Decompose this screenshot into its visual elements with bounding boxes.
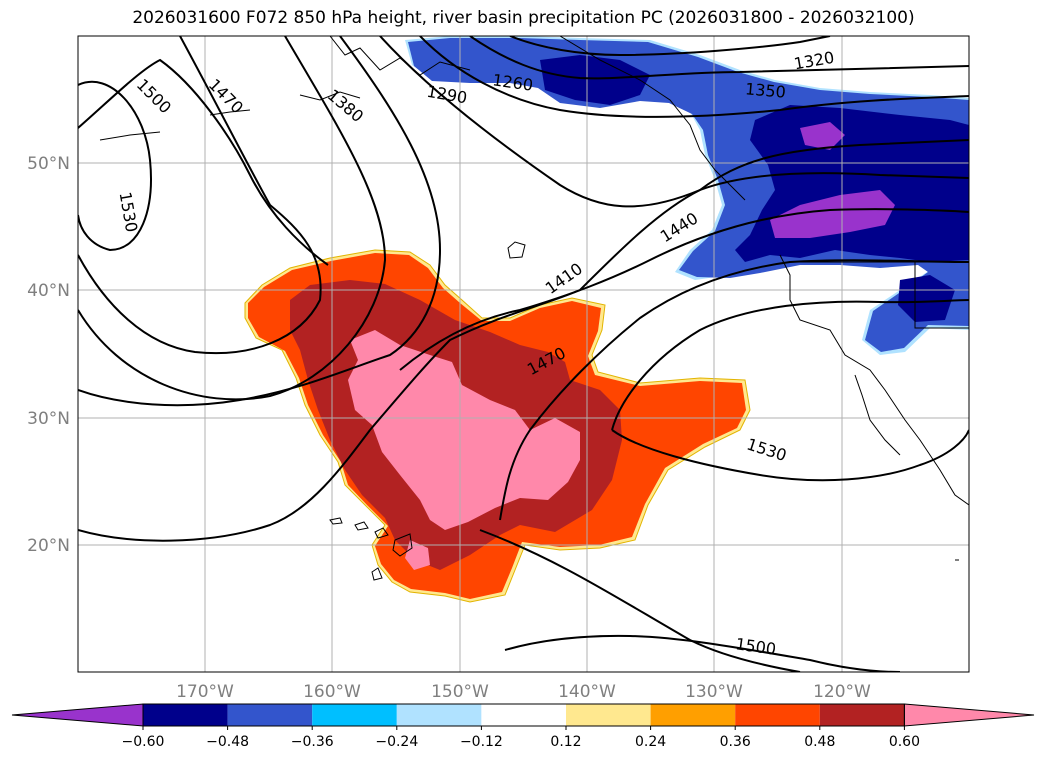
lat-tick-labels: 50°N 40°N 30°N 20°N (27, 154, 70, 556)
map-frame (77, 35, 970, 673)
colorbar-segment (227, 704, 313, 726)
lon-label: 130°W (685, 682, 743, 702)
negative-precip-region (405, 36, 969, 355)
colorbar-segment (143, 704, 228, 726)
lon-label: 170°W (176, 682, 234, 702)
colorbar-segment (481, 704, 566, 726)
lon-label: 120°W (813, 682, 871, 702)
colorbar-tick-label: −0.24 (375, 734, 418, 750)
colorbar-segment (396, 704, 482, 726)
lon-label: 150°W (431, 682, 489, 702)
colorbar-extend-low (11, 703, 144, 727)
colorbar-segment (566, 704, 651, 726)
colorbar-tick-label: −0.48 (206, 734, 249, 750)
gridlines (78, 36, 969, 672)
colorbar: −0.60 −0.48 −0.36 −0.24 −0.12 0.12 0.24 0.36 0.4… (11, 703, 1035, 750)
colorbar-tick-label: −0.60 (122, 734, 165, 750)
colorbar-tick-label: 0.24 (635, 734, 666, 750)
colorbar-tick-label: −0.12 (460, 734, 503, 750)
colorbar-tick-label: 0.60 (889, 734, 920, 750)
lon-label: 140°W (558, 682, 616, 702)
lat-label: 30°N (27, 409, 70, 429)
colorbar-segment (312, 704, 397, 726)
colorbar-tick-label: 0.12 (550, 734, 581, 750)
colorbar-tick-label: 0.36 (720, 734, 751, 750)
positive-precip-region (244, 249, 751, 603)
lat-label: 40°N (27, 281, 70, 301)
lon-label: 160°W (303, 682, 361, 702)
colorbar-tick-label: 0.48 (804, 734, 835, 750)
colorbar-tick-label: −0.36 (291, 734, 334, 750)
colorbar-segment (819, 704, 905, 726)
colorbar-extend-high (903, 703, 1035, 727)
height-contours (78, 36, 969, 672)
colorbar-segment (650, 704, 736, 726)
lon-tick-labels: 170°W 160°W 150°W 140°W 130°W 120°W (176, 682, 871, 702)
lat-label: 20°N (27, 536, 70, 556)
colorbar-segment (735, 704, 820, 726)
map-title: 2026031600 F072 850 hPa height, river ba… (132, 8, 915, 28)
lat-label: 50°N (27, 154, 70, 174)
contour-label: 1350 (744, 79, 786, 101)
colorbar-outline (142, 703, 905, 727)
